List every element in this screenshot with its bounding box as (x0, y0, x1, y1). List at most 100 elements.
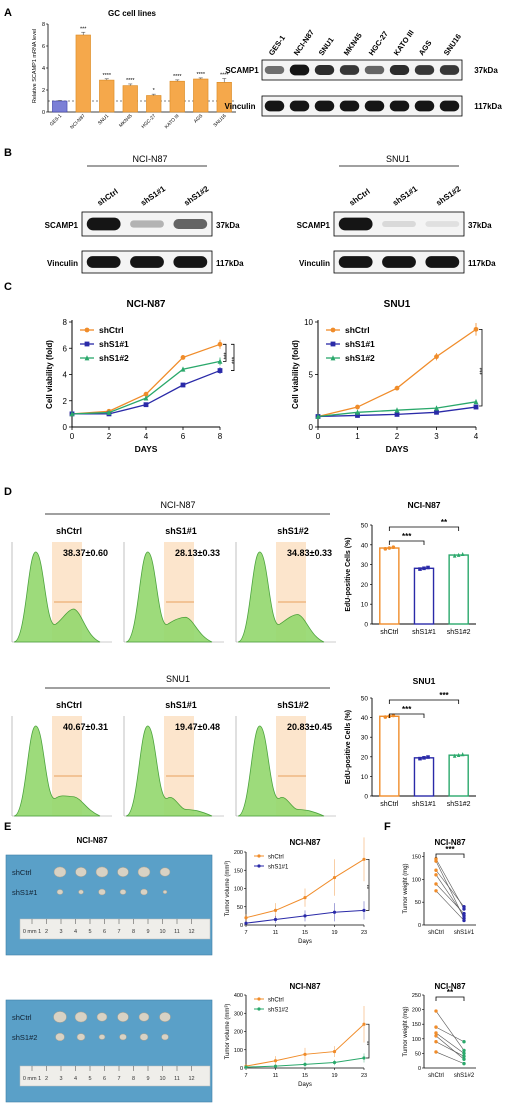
panel-letter-f: F (384, 821, 391, 833)
panel-d-bar-point (456, 552, 461, 557)
panel-a-title: GC cell lines (108, 9, 157, 18)
panel-c-point (217, 358, 223, 364)
panel-a-wb-lane-label: MKN45 (342, 31, 364, 57)
panel-c-xtick-label: 1 (355, 432, 360, 441)
panel-a-vinculin-band (339, 100, 360, 112)
panel-e-xtick-label: 15 (302, 930, 308, 936)
panel-d-bar-ytick-label: 10 (361, 602, 369, 609)
panel-e-photo-label: shS1#2 (12, 1033, 37, 1042)
panel-b-row-label: Vinculin (47, 259, 78, 268)
panel-e-photo-label: shCtrl (12, 868, 32, 877)
panel-f-ytick-label: 100 (412, 1037, 421, 1043)
panel-c-legend-label: shS1#2 (99, 353, 129, 363)
panel-c-ytick-label: 0 (309, 423, 314, 432)
panel-e-tumor (75, 867, 87, 877)
panel-e-ytick-label: 400 (234, 993, 243, 999)
panel-e-ruler-label: 5 (88, 1076, 91, 1082)
panel-f-category-label: shCtrl (428, 1073, 444, 1079)
panel-d-bar (448, 554, 469, 625)
panel-e-point (303, 896, 307, 900)
panel-c-point (217, 368, 223, 373)
panel-a-scamp1-band (414, 65, 435, 75)
panel-e-ruler-label: 10 (159, 929, 165, 935)
panel-e-point (273, 908, 278, 913)
panel-c-series-line (317, 328, 477, 418)
panel-d-bar-title: NCI-N87 (407, 500, 440, 510)
panel-e-tumor (119, 889, 127, 895)
panel-c-ytick-label: 8 (63, 318, 68, 327)
panel-a-significance: **** (173, 74, 182, 80)
panel-e-tumor-photos: NCI-N87 shCtrl shS1#1 0 mm 1 2 3 4 5 6 7 8 9 10 11 12… (5, 836, 213, 1103)
panel-b-lane-label: shCtrl (348, 187, 372, 208)
panel-a-vinculin-band (289, 100, 310, 112)
panel-c-ylabel: Cell viability (fold) (45, 340, 54, 409)
panel-b-scamp1-band (382, 221, 416, 227)
panel-e-ytick-label: 300 (234, 1011, 243, 1017)
panel-e-ruler-label: 2 (45, 1076, 48, 1082)
panel-e-xtick-label: 19 (331, 1073, 337, 1079)
panel-e-ruler-label: 9 (146, 929, 149, 935)
panel-f-ytick-label: 0 (418, 1066, 421, 1072)
panel-d-bar-ytick-label: 0 (364, 794, 368, 801)
panel-a-category-label: SNU16 (212, 113, 227, 128)
panel-d-bar-ytick-label: 20 (361, 754, 369, 761)
panel-e-chart-title: NCI-N87 (289, 982, 321, 991)
panel-a-wb-lane-label: AGS (417, 39, 434, 57)
panel-d-bar-ytick-label: 0 (364, 622, 368, 629)
panel-d-bar-category: shCtrl (380, 801, 399, 808)
panel-f-pair-line (435, 870, 465, 907)
panel-b-lane-label: shCtrl (96, 187, 120, 208)
panel-c-xtick-label: 2 (107, 432, 112, 441)
panel-f-pair-line (435, 1026, 465, 1042)
panel-d-percent-label: 38.37±0.60 (63, 548, 108, 558)
panel-f-point-kd (462, 1057, 466, 1061)
panel-d-bar-point (383, 715, 388, 719)
panel-a-bar (146, 95, 162, 113)
panel-d-bar-ytick-label: 50 (361, 523, 369, 530)
panel-e-xlabel: Days (298, 939, 312, 945)
panel-e-xtick-label: 11 (273, 1073, 279, 1079)
panel-e-ruler-label: 11 (174, 1076, 180, 1082)
panel-e-xtick-label: 23 (361, 930, 367, 936)
panel-e-ruler-label: 0 mm 1 (23, 929, 41, 935)
panel-c-chart-title: NCI-N87 (127, 299, 166, 310)
panel-d-percent-label: 20.83±0.45 (287, 722, 332, 732)
panel-e-ruler-label: 9 (146, 1076, 149, 1082)
panel-f-sig-bracket (435, 996, 465, 1001)
panel-e-legend-marker (257, 1007, 261, 1011)
panel-a-category-label: AGS (193, 113, 204, 124)
panel-b-vinculin-band (338, 256, 373, 268)
panel-e-tumor (98, 1034, 106, 1040)
panel-f-point-ctrl (434, 1031, 438, 1035)
panel-c-ytick-label: 10 (304, 318, 313, 327)
panel-a-wb-size-label: 37kDa (474, 66, 498, 75)
panel-d-histogram (125, 551, 213, 643)
panel-f-category-label: shS1#2 (454, 1073, 475, 1079)
panel-e-point (362, 1056, 366, 1060)
panel-d-sig-bracket (388, 713, 425, 718)
panel-f-point-ctrl (434, 889, 438, 893)
panel-a-vinculin-frame (261, 95, 463, 117)
panel-c-point (473, 398, 479, 405)
panel-d-bar (379, 715, 400, 797)
panel-d-sample-label: shCtrl (56, 526, 82, 536)
panel-b-size-label: 117kDa (468, 259, 496, 268)
panel-c-xtick-label: 2 (395, 432, 400, 441)
panel-c-sig-bracket (479, 328, 483, 407)
panel-d-bar-point (452, 553, 457, 558)
panel-d-bar-point (418, 756, 422, 761)
panel-e-tumor (117, 867, 129, 877)
panel-e-tumor (78, 889, 84, 895)
panel-c-xtick-label: 8 (218, 432, 223, 441)
panel-b-vinculin-band (382, 256, 416, 268)
panel-e-chart-title: NCI-N87 (289, 838, 321, 847)
panel-f-category-label: shS1#1 (454, 930, 475, 936)
panel-c-point (69, 410, 75, 417)
panel-b-row-label: SCAMP1 (297, 221, 331, 230)
panel-e-ruler-label: 7 (117, 929, 120, 935)
panel-d-sig-label: *** (402, 705, 412, 714)
panel-e-ytick-label: 150 (234, 868, 243, 874)
panel-e-ruler-label: 12 (188, 1076, 194, 1082)
panel-b-vinculin-band (130, 256, 164, 268)
